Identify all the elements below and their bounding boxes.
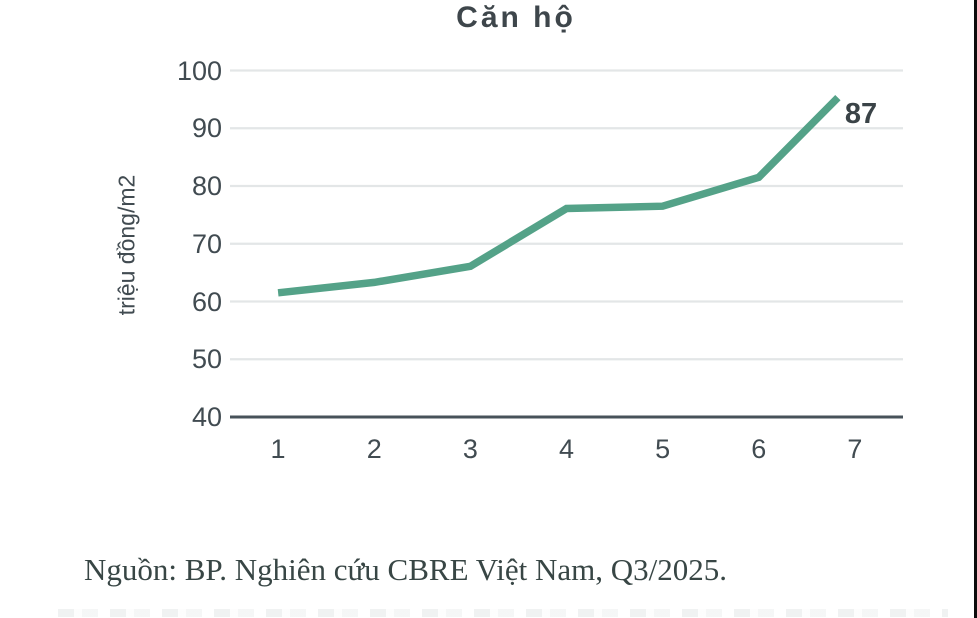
y-tick-label: 100 <box>176 55 222 86</box>
y-tick-label: 70 <box>191 228 222 259</box>
cropped-text-artifact <box>58 609 948 617</box>
last-point-data-label: 87 <box>844 97 878 130</box>
gridlines <box>230 69 903 361</box>
y-tick-label: 50 <box>191 344 222 375</box>
x-tick-label: 6 <box>751 434 767 464</box>
y-tick-label: 40 <box>191 402 222 432</box>
y-tick-label: 80 <box>191 171 222 201</box>
screenshot-edge-bar <box>974 0 977 618</box>
x-tick-label: 4 <box>558 434 575 464</box>
y-tick-label: 90 <box>191 113 222 144</box>
y-tick-label: 60 <box>191 286 222 317</box>
x-tick-label: 7 <box>847 434 863 464</box>
source-note: Nguồn: BP. Nghiên cứu CBRE Việt Nam, Q3/… <box>84 552 727 587</box>
chart-title: Căn hộ <box>456 1 576 34</box>
x-tick-label: 1 <box>270 434 286 464</box>
x-tick-label: 3 <box>462 434 478 464</box>
x-tick-label: 5 <box>655 434 671 464</box>
price-line <box>277 94 841 297</box>
x-tick-label: 2 <box>366 434 382 464</box>
